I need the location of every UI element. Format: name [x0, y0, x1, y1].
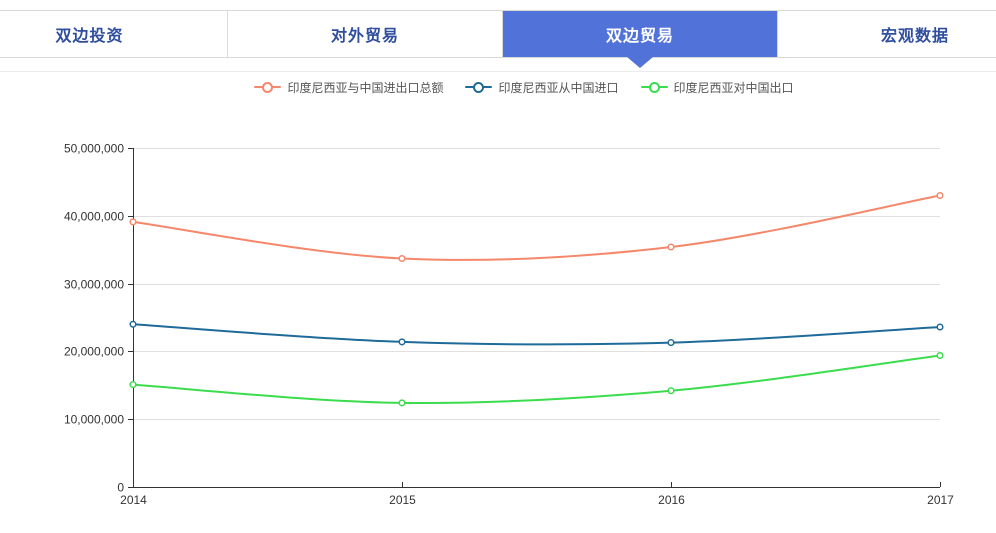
y-axis-label: 0 [117, 481, 124, 495]
data-point-imports-from-china[interactable] [129, 320, 137, 328]
tab-label: 宏观数据 [880, 28, 949, 45]
series-line-imports-from-china [132, 323, 941, 346]
data-point-exports-to-china[interactable] [936, 351, 944, 360]
tab-bar: 双边投资 对外贸易 双边贸易 宏观数据 [0, 10, 996, 68]
tab-label: 对外贸易 [330, 28, 399, 45]
x-axis-label: 2014 [120, 493, 147, 507]
legend-label: 印度尼西亚与中国进出口总额 [287, 80, 444, 95]
y-axis-label: 50,000,000 [64, 142, 124, 156]
data-point-total-trade[interactable] [129, 218, 137, 226]
legend-item-total-trade[interactable]: 印度尼西亚与中国进出口总额 [254, 79, 443, 96]
chart-legend: 印度尼西亚与中国进出口总额 印度尼西亚从中国进口 印度尼西亚对中国出口 [26, 78, 996, 96]
data-point-imports-from-china[interactable] [936, 323, 944, 331]
y-axis-label: 20,000,000 [64, 345, 124, 359]
line-marker-icon [465, 81, 493, 93]
y-axis-label: 40,000,000 [64, 210, 124, 224]
tab-bilateral-investment[interactable]: 双边投资 [0, 11, 227, 57]
data-point-total-trade[interactable] [936, 191, 944, 200]
tabbar-sub-divider [0, 71, 996, 72]
data-point-exports-to-china[interactable] [129, 381, 137, 389]
legend-label: 印度尼西亚从中国进口 [498, 80, 619, 95]
x-axis-label: 2015 [389, 493, 416, 507]
data-point-exports-to-china[interactable] [398, 399, 406, 407]
tab-label: 双边投资 [55, 28, 124, 45]
data-point-total-trade[interactable] [398, 254, 406, 263]
tab-foreign-trade[interactable]: 对外贸易 [227, 11, 502, 57]
data-point-imports-from-china[interactable] [398, 338, 406, 346]
data-point-imports-from-china[interactable] [667, 339, 675, 347]
y-axis-label: 10,000,000 [64, 413, 124, 427]
data-point-exports-to-china[interactable] [667, 387, 675, 395]
legend-label: 印度尼西亚对中国出口 [673, 80, 794, 95]
tab-label: 双边贸易 [605, 28, 674, 45]
data-point-total-trade[interactable] [667, 243, 675, 251]
x-axis-label: 2016 [658, 493, 685, 507]
y-axis-label: 30,000,000 [64, 278, 124, 292]
x-axis-label: 2017 [927, 493, 954, 507]
legend-item-exports-to-china[interactable]: 印度尼西亚对中国出口 [640, 79, 794, 96]
legend-item-imports-from-china[interactable]: 印度尼西亚从中国进口 [465, 79, 619, 96]
series-line-total-trade [132, 194, 941, 261]
line-marker-icon [254, 81, 282, 93]
active-tab-arrow-icon [627, 57, 653, 68]
line-marker-icon [640, 81, 668, 93]
tab-bilateral-trade[interactable]: 双边贸易 [502, 11, 777, 68]
tab-macro-data[interactable]: 宏观数据 [777, 11, 996, 57]
series-line-exports-to-china [132, 354, 941, 405]
